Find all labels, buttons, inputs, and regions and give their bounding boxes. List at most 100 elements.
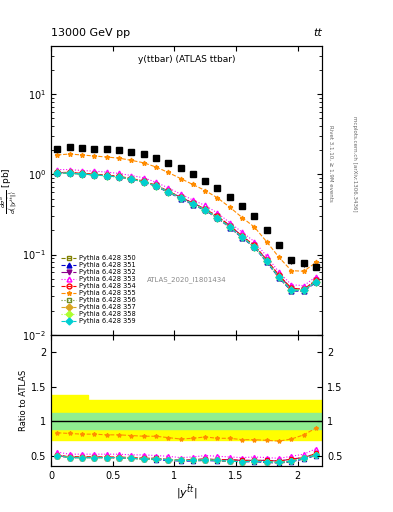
Pythia 6.428 350 xyxy=(191,201,195,207)
Pythia 6.428 352 xyxy=(240,233,244,239)
Pythia 6.428 357 xyxy=(141,179,146,185)
Pythia 6.428 352 xyxy=(277,273,281,279)
Pythia 6.428 355 xyxy=(79,152,84,158)
Pythia 6.428 353 xyxy=(314,273,318,280)
Pythia 6.428 354 xyxy=(191,200,195,206)
Pythia 6.428 355 xyxy=(314,259,318,265)
Pythia 6.428 351 xyxy=(203,207,208,214)
Pythia 6.428 359 xyxy=(215,215,220,221)
Pythia 6.428 354 xyxy=(178,194,183,200)
Pythia 6.428 350 xyxy=(228,224,232,230)
Pythia 6.428 353 xyxy=(104,169,109,175)
Pythia 6.428 357 xyxy=(252,244,257,250)
Pythia 6.428 355 xyxy=(67,151,72,157)
Pythia 6.428 359 xyxy=(301,287,306,293)
Pythia 6.428 359 xyxy=(314,279,318,285)
Pythia 6.428 352 xyxy=(191,200,195,206)
Pythia 6.428 355 xyxy=(264,239,269,245)
Pythia 6.428 351 xyxy=(55,170,60,176)
Pythia 6.428 351 xyxy=(92,172,97,178)
Pythia 6.428 350 xyxy=(314,279,318,285)
Pythia 6.428 356 xyxy=(166,188,171,195)
Pythia 6.428 359 xyxy=(289,287,294,293)
Pythia 6.428 358 xyxy=(67,170,72,176)
Pythia 6.428 356 xyxy=(240,234,244,240)
Pythia 6.428 355 xyxy=(203,187,208,194)
Pythia 6.428 357 xyxy=(228,224,232,230)
Pythia 6.428 357 xyxy=(277,274,281,281)
Pythia 6.428 357 xyxy=(67,170,72,176)
Y-axis label: Ratio to ATLAS: Ratio to ATLAS xyxy=(19,370,28,431)
Pythia 6.428 351 xyxy=(104,173,109,179)
Pythia 6.428 354 xyxy=(228,223,232,229)
Line: Pythia 6.428 351: Pythia 6.428 351 xyxy=(55,170,319,293)
Pythia 6.428 352 xyxy=(92,172,97,178)
Pythia 6.428 358 xyxy=(178,195,183,201)
Pythia 6.428 356 xyxy=(277,274,281,281)
Pythia 6.428 355 xyxy=(277,254,281,261)
Pythia 6.428 353 xyxy=(264,253,269,260)
Pythia 6.428 357 xyxy=(79,171,84,177)
Pythia 6.428 350 xyxy=(67,169,72,176)
Pythia 6.428 356 xyxy=(215,215,220,221)
Pythia 6.428 352 xyxy=(67,169,72,176)
Pythia 6.428 359 xyxy=(178,195,183,201)
Pythia 6.428 359 xyxy=(203,207,208,213)
Pythia 6.428 353 xyxy=(191,197,195,203)
Pythia 6.428 356 xyxy=(129,176,134,182)
Pythia 6.428 353 xyxy=(203,202,208,208)
Pythia 6.428 355 xyxy=(55,152,60,158)
Pythia 6.428 352 xyxy=(264,257,269,263)
Pythia 6.428 350 xyxy=(301,287,306,293)
Pythia 6.428 359 xyxy=(252,244,257,250)
Pythia 6.428 356 xyxy=(178,195,183,201)
Y-axis label: $\frac{d\sigma^{d}}{d\left\{|y^{\rm{t\bar{t}}}|\right\}}$ [pb]: $\frac{d\sigma^{d}}{d\left\{|y^{\rm{t\ba… xyxy=(0,167,20,214)
Line: Pythia 6.428 350: Pythia 6.428 350 xyxy=(55,170,319,292)
Pythia 6.428 357 xyxy=(191,201,195,207)
Pythia 6.428 352 xyxy=(301,286,306,292)
Pythia 6.428 350 xyxy=(92,172,97,178)
Pythia 6.428 354 xyxy=(203,206,208,212)
Pythia 6.428 350 xyxy=(203,207,208,213)
Pythia 6.428 354 xyxy=(314,277,318,283)
Pythia 6.428 357 xyxy=(104,173,109,179)
Pythia 6.428 354 xyxy=(166,188,171,194)
Pythia 6.428 358 xyxy=(228,224,232,230)
Pythia 6.428 358 xyxy=(314,279,318,285)
Pythia 6.428 351 xyxy=(166,189,171,195)
Pythia 6.428 356 xyxy=(55,170,60,176)
Pythia 6.428 351 xyxy=(240,234,244,241)
Pythia 6.428 352 xyxy=(129,176,134,182)
Pythia 6.428 352 xyxy=(141,178,146,184)
Pythia 6.428 356 xyxy=(264,259,269,265)
Pythia 6.428 357 xyxy=(314,279,318,285)
Pythia 6.428 356 xyxy=(191,201,195,207)
Pythia 6.428 359 xyxy=(79,171,84,177)
Line: Pythia 6.428 359: Pythia 6.428 359 xyxy=(55,170,319,292)
Pythia 6.428 356 xyxy=(228,224,232,230)
Pythia 6.428 352 xyxy=(116,174,121,180)
Pythia 6.428 355 xyxy=(301,268,306,274)
Pythia 6.428 359 xyxy=(141,179,146,185)
Pythia 6.428 358 xyxy=(141,179,146,185)
Pythia 6.428 351 xyxy=(67,170,72,176)
Pythia 6.428 351 xyxy=(141,179,146,185)
Pythia 6.428 354 xyxy=(289,285,294,291)
Pythia 6.428 355 xyxy=(166,169,171,176)
Pythia 6.428 350 xyxy=(289,287,294,293)
Pythia 6.428 355 xyxy=(252,224,257,230)
Pythia 6.428 354 xyxy=(55,169,60,176)
Pythia 6.428 351 xyxy=(252,244,257,250)
Pythia 6.428 353 xyxy=(228,220,232,226)
Pythia 6.428 355 xyxy=(129,157,134,163)
Pythia 6.428 359 xyxy=(154,183,158,189)
Line: Pythia 6.428 354: Pythia 6.428 354 xyxy=(55,170,319,292)
Pythia 6.428 359 xyxy=(264,259,269,265)
Pythia 6.428 351 xyxy=(301,288,306,294)
Pythia 6.428 352 xyxy=(215,214,220,220)
Pythia 6.428 350 xyxy=(264,259,269,265)
Pythia 6.428 358 xyxy=(301,287,306,293)
Legend: Pythia 6.428 350, Pythia 6.428 351, Pythia 6.428 352, Pythia 6.428 353, Pythia 6: Pythia 6.428 350, Pythia 6.428 351, Pyth… xyxy=(60,254,137,326)
Pythia 6.428 350 xyxy=(141,178,146,184)
Pythia 6.428 358 xyxy=(264,259,269,265)
